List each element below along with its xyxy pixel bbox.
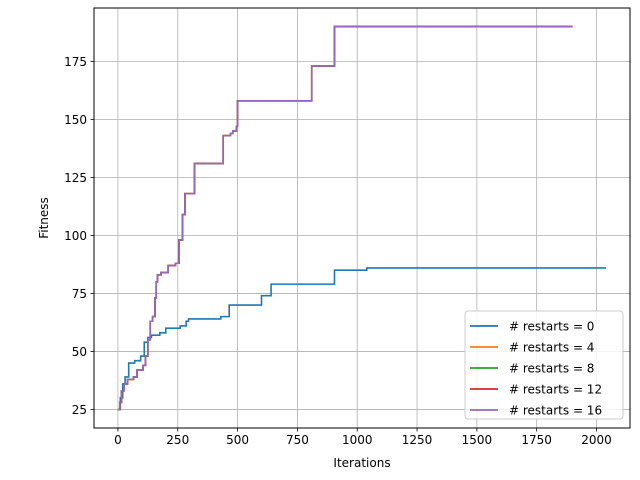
x-tick-label: 1500 — [462, 433, 493, 447]
y-tick-label: 100 — [64, 229, 87, 243]
grid — [94, 8, 630, 428]
x-tick-label: 1250 — [402, 433, 433, 447]
legend-label-3: # restarts = 12 — [509, 383, 602, 397]
legend-box — [464, 310, 624, 420]
legend-label-2: # restarts = 8 — [509, 362, 594, 376]
x-tick-label: 0 — [114, 433, 122, 447]
y-tick-label: 150 — [64, 113, 87, 127]
x-axis-ticks: 0 250 500 750 1000 1250 1500 1750 2000 — [114, 428, 612, 447]
x-tick-label: 1000 — [342, 433, 373, 447]
series-lines — [117, 25, 607, 411]
y-tick-label: 75 — [72, 287, 87, 301]
x-axis-label: Iterations — [333, 456, 390, 470]
x-tick-label: 750 — [286, 433, 309, 447]
y-tick-label: 50 — [72, 345, 87, 359]
y-tick-label: 25 — [72, 403, 87, 417]
x-tick-label: 500 — [226, 433, 249, 447]
y-axis-label: Fitness — [37, 197, 51, 239]
x-tick-label: 1750 — [521, 433, 552, 447]
y-tick-label: 125 — [64, 171, 87, 185]
x-tick-label: 250 — [166, 433, 189, 447]
legend-label-4: # restarts = 16 — [509, 404, 602, 418]
y-axis-ticks: 25 50 75 100 125 150 175 — [64, 55, 94, 417]
series-line-0 — [117, 267, 607, 411]
legend-label-1: # restarts = 4 — [509, 341, 594, 355]
legend-label-0: # restarts = 0 — [509, 320, 594, 334]
x-tick-label: 2000 — [581, 433, 612, 447]
series-line-4 — [117, 25, 573, 411]
legend: # restarts = 0 # restarts = 4 # restarts =… — [464, 310, 624, 420]
plot-frame — [93, 7, 631, 429]
y-tick-label: 175 — [64, 55, 87, 69]
